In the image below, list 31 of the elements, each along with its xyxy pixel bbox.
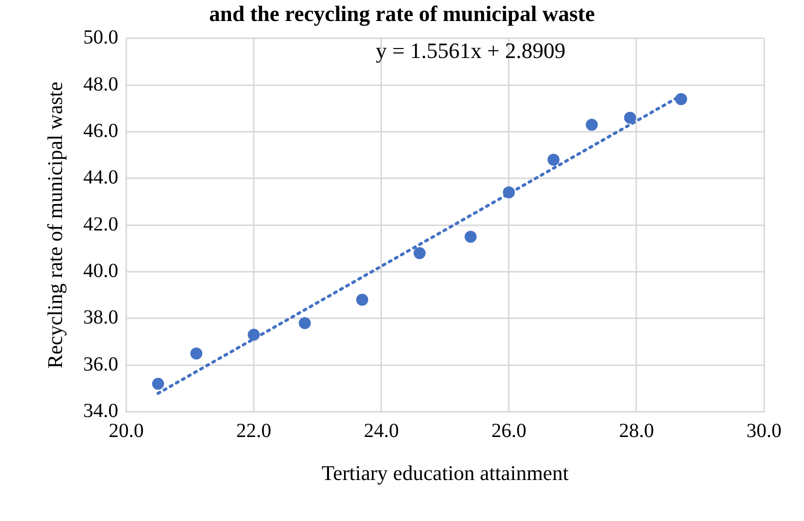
y-tick-label: 50.0 (83, 26, 118, 49)
x-tick-label: 28.0 (618, 420, 654, 442)
y-tick-label: 40.0 (83, 260, 118, 282)
y-tick-label: 46.0 (83, 120, 118, 142)
point (298, 317, 311, 330)
point (502, 186, 515, 198)
y-tick-label: 48.0 (83, 73, 118, 96)
point (548, 154, 560, 166)
x-tick-label: 20.0 (108, 420, 144, 442)
x-tick-label: 22.0 (236, 420, 272, 442)
point (675, 93, 688, 106)
y-tick-label: 42.0 (83, 213, 118, 236)
y-tick-label: 36.0 (83, 353, 118, 376)
x-tick-label: 30.0 (746, 420, 782, 442)
point (248, 328, 260, 341)
annotation: y = 1.5561x + 2.8909 (376, 38, 566, 64)
y-tick-label: 38.0 (83, 306, 118, 329)
point (190, 347, 202, 360)
y-tick-label: 44.0 (83, 166, 118, 189)
y-axis-title: Recycling rate of municipal waste (43, 82, 68, 369)
x-axis-title: Tertiary education attainment (322, 460, 569, 485)
point (464, 230, 477, 243)
y-tick-label: 34.0 (83, 400, 118, 422)
x-tick-label: 24.0 (364, 420, 399, 442)
x-tick-label: 26.0 (491, 420, 526, 442)
point (356, 294, 368, 306)
point (414, 247, 426, 260)
point (624, 112, 636, 124)
chart-title: and the recycling rate of municipal waste (209, 0, 596, 26)
point (586, 118, 598, 131)
point (152, 378, 164, 390)
